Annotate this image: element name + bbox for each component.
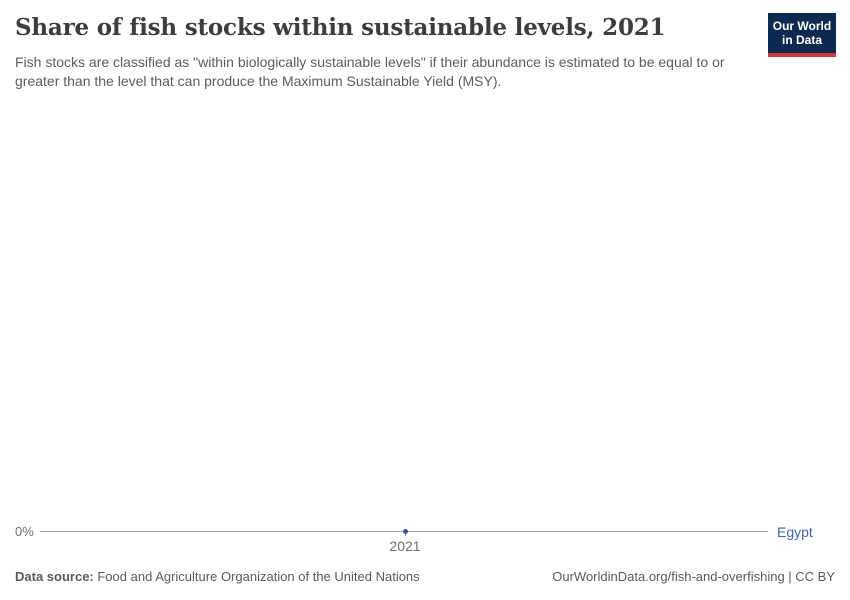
owid-logo: Our World in Data xyxy=(768,13,836,57)
chart-title: Share of fish stocks within sustainable … xyxy=(15,14,666,41)
owid-logo-line1: Our World xyxy=(772,19,832,33)
data-source-label: Data source: xyxy=(15,569,94,584)
footer-credit-link[interactable]: OurWorldinData.org/fish-and-overfishing … xyxy=(552,569,835,584)
x-axis-tick-2021 xyxy=(405,532,406,536)
chart-subtitle: Fish stocks are classified as "within bi… xyxy=(15,54,725,89)
x-tick-label-2021: 2021 xyxy=(389,538,421,554)
owid-logo-line2: in Data xyxy=(781,33,822,47)
data-point-egypt-2021[interactable] xyxy=(403,529,408,534)
entity-label-egypt[interactable]: Egypt xyxy=(777,524,813,540)
y-axis-zero-label: 0% xyxy=(15,524,34,539)
data-source-text: Food and Agriculture Organization of the… xyxy=(93,569,420,584)
data-source-line: Data source: Food and Agriculture Organi… xyxy=(15,569,420,584)
